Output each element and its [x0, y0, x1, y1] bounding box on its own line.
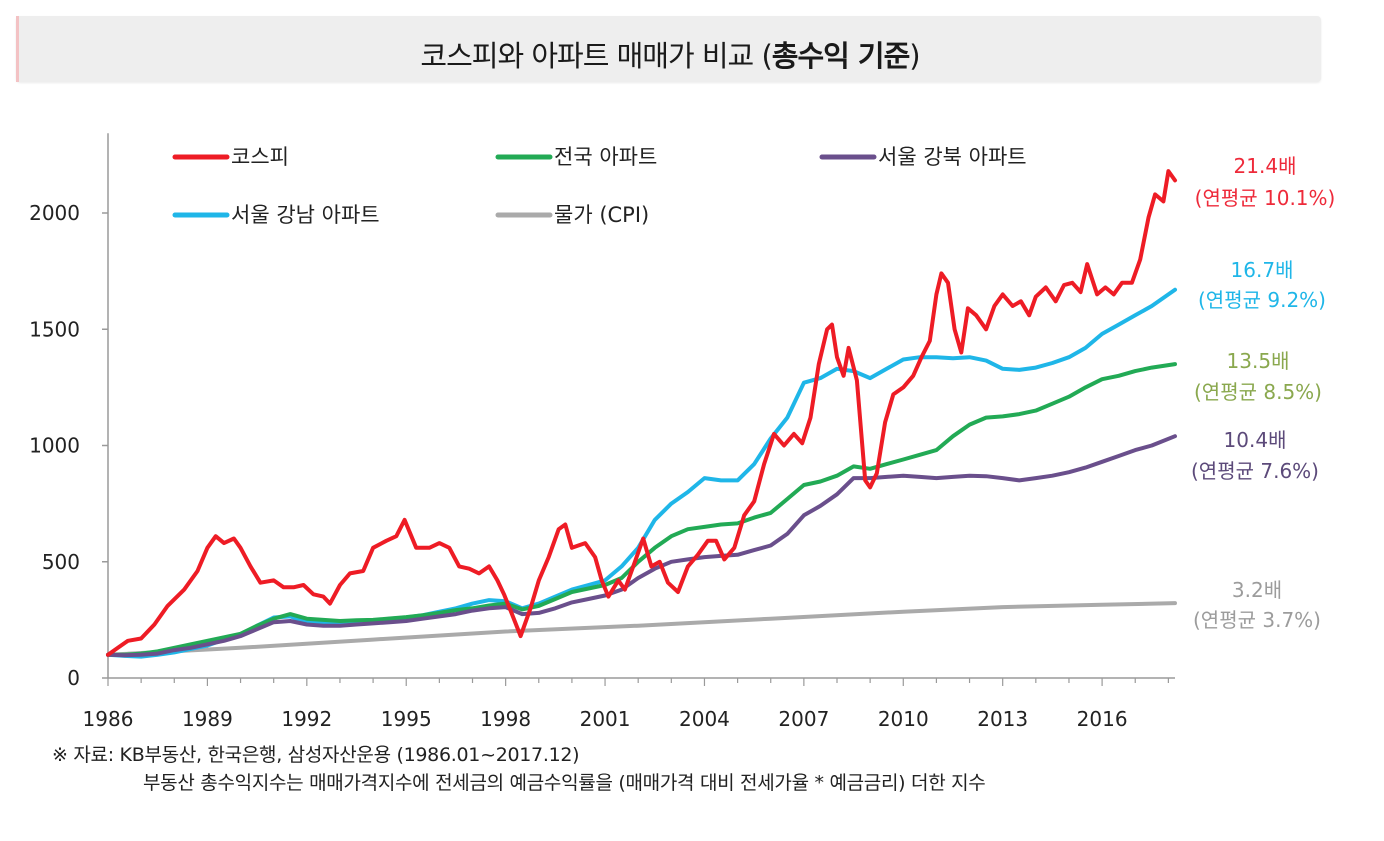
series-line-4 [106, 601, 1177, 657]
axes: 0 500 1000 1500 2000 1986 1989 1992 1995 1998 2001… [29, 133, 1175, 731]
x-tick-label: 1986 [83, 707, 134, 731]
x-tick-label: 1989 [182, 707, 233, 731]
method-note: 부동산 총수익지수는 매매가격지수에 전세금의 예금수익률을 (매매가격 대비 … [143, 772, 986, 794]
y-tick-label: 1000 [29, 434, 80, 458]
title-main: 코스피와 아파트 매매가 비교 ( [420, 39, 772, 73]
annotation-multiple: 3.2배 [1232, 578, 1282, 602]
legend-label: 물가 (CPI) [554, 203, 649, 227]
end-annotations: 21.4배 (연평균 10.1%) 13.5배 (연평균 8.5%) 10.4배 (연평균… [1191, 154, 1335, 632]
legend-label: 서울 강북 아파트 [878, 145, 1027, 169]
annotation-multiple: 13.5배 [1227, 349, 1290, 373]
y-tick-label: 0 [67, 666, 80, 690]
x-tick-label: 2001 [580, 707, 631, 731]
annotation-cagr: (연평균 7.6%) [1191, 459, 1319, 483]
x-tick-label: 1995 [381, 707, 432, 731]
series-line-1 [106, 362, 1177, 657]
legend-label: 코스피 [231, 145, 289, 169]
annotation-cagr: (연평균 8.5%) [1194, 380, 1322, 404]
y-tick-label: 2000 [29, 201, 80, 225]
series-line-0 [106, 169, 1177, 657]
series-line-2 [106, 434, 1177, 658]
x-tick-label: 2016 [1077, 707, 1128, 731]
source-note: ※ 자료: KB부동산, 한국은행, 삼성자산운용 (1986.01~2017.… [52, 744, 580, 766]
chart-title: 코스피와 아파트 매매가 비교 (총수익 기준) [0, 33, 1340, 75]
title-accent [16, 16, 19, 82]
annotation-multiple: 10.4배 [1224, 428, 1287, 452]
title-close: ) [909, 39, 920, 73]
x-tick-label: 1998 [480, 707, 531, 731]
annotation-multiple: 21.4배 [1234, 154, 1297, 178]
x-tick-label: 1992 [281, 707, 332, 731]
x-tick-label: 2007 [778, 707, 829, 731]
series-line-3 [106, 287, 1177, 659]
annotation-cagr: (연평균 9.2%) [1198, 288, 1326, 312]
y-tick-label: 1500 [29, 317, 80, 341]
title-bold: 총수익 기준 [771, 39, 910, 73]
annotation-cagr: (연평균 10.1%) [1195, 186, 1336, 210]
x-tick-label: 2010 [878, 707, 929, 731]
y-tick-label: 500 [42, 550, 80, 574]
annotation-multiple: 16.7배 [1231, 258, 1294, 282]
x-tick-label: 2013 [977, 707, 1028, 731]
x-tick-label: 2004 [679, 707, 730, 731]
title-bar [16, 16, 1321, 82]
legend-label: 서울 강남 아파트 [231, 203, 380, 227]
annotation-cagr: (연평균 3.7%) [1193, 608, 1321, 632]
legend-label: 전국 아파트 [554, 145, 657, 169]
series-lines [106, 169, 1177, 659]
